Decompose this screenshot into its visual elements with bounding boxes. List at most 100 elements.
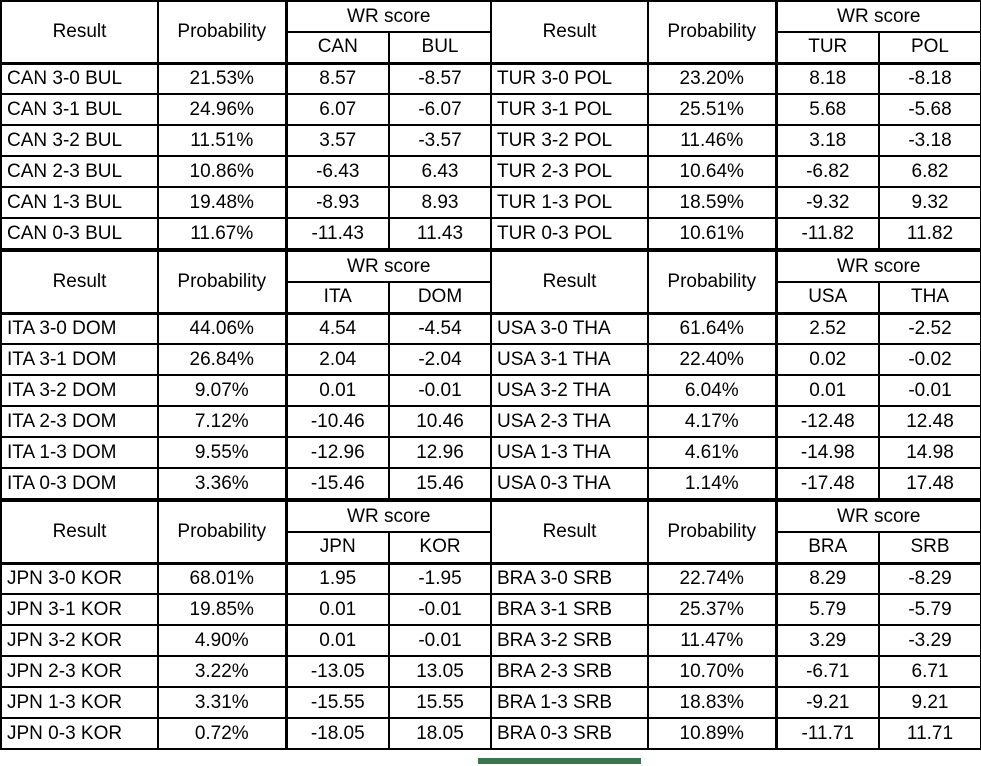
result-cell[interactable]: CAN 3-2 BUL <box>0 124 159 157</box>
wr-score-cell[interactable]: 2.04 <box>284 343 390 376</box>
wr-score-cell[interactable]: 5.79 <box>774 593 880 626</box>
wr-score-cell[interactable]: -10.46 <box>284 405 390 438</box>
probability-cell[interactable]: 11.51% <box>157 124 287 157</box>
result-cell[interactable]: JPN 3-0 KOR <box>0 561 159 595</box>
wr-score-cell[interactable]: -3.29 <box>878 624 981 657</box>
wr-score-cell[interactable]: 2.52 <box>774 311 880 345</box>
wr-score-cell[interactable]: 18.05 <box>388 717 492 750</box>
probability-cell[interactable]: 25.37% <box>647 593 777 626</box>
wr-score-header[interactable]: WR score <box>774 500 981 533</box>
probability-header[interactable]: Probability <box>157 250 287 314</box>
probability-cell[interactable]: 3.36% <box>157 467 287 500</box>
result-header[interactable]: Result <box>0 500 159 564</box>
probability-cell[interactable]: 10.89% <box>647 717 777 750</box>
wr-score-cell[interactable]: 8.93 <box>388 186 492 219</box>
result-cell[interactable]: CAN 2-3 BUL <box>0 155 159 188</box>
probability-cell[interactable]: 11.67% <box>157 217 287 250</box>
wr-score-cell[interactable]: -0.02 <box>878 343 981 376</box>
probability-cell[interactable]: 61.64% <box>647 311 777 345</box>
probability-cell[interactable]: 3.22% <box>157 655 287 688</box>
result-cell[interactable]: JPN 2-3 KOR <box>0 655 159 688</box>
wr-score-cell[interactable]: 9.32 <box>878 186 981 219</box>
wr-score-cell[interactable]: -3.57 <box>388 124 492 157</box>
probability-cell[interactable]: 44.06% <box>157 311 287 345</box>
wr-score-cell[interactable]: -0.01 <box>878 374 981 407</box>
probability-cell[interactable]: 4.61% <box>647 436 777 469</box>
result-cell[interactable]: ITA 1-3 DOM <box>0 436 159 469</box>
wr-score-cell[interactable]: 1.95 <box>284 561 390 595</box>
result-cell[interactable]: BRA 1-3 SRB <box>490 686 649 719</box>
wr-score-cell[interactable]: -15.46 <box>284 467 390 500</box>
wr-score-header[interactable]: WR score <box>284 0 492 33</box>
wr-score-cell[interactable]: -8.93 <box>284 186 390 219</box>
result-cell[interactable]: ITA 3-0 DOM <box>0 311 159 345</box>
wr-score-cell[interactable]: -5.68 <box>878 93 981 126</box>
result-cell[interactable]: CAN 0-3 BUL <box>0 217 159 250</box>
result-cell[interactable]: ITA 2-3 DOM <box>0 405 159 438</box>
wr-score-cell[interactable]: -6.43 <box>284 155 390 188</box>
wr-score-cell[interactable]: 15.46 <box>388 467 492 500</box>
wr-score-cell[interactable]: 11.43 <box>388 217 492 250</box>
result-cell[interactable]: USA 3-0 THA <box>490 311 649 345</box>
probability-cell[interactable]: 0.72% <box>157 717 287 750</box>
result-cell[interactable]: JPN 0-3 KOR <box>0 717 159 750</box>
result-cell[interactable]: JPN 3-1 KOR <box>0 593 159 626</box>
wr-score-cell[interactable]: 3.18 <box>774 124 880 157</box>
wr-score-cell[interactable]: -17.48 <box>774 467 880 500</box>
wr-score-cell[interactable]: 11.82 <box>878 217 981 250</box>
wr-score-cell[interactable]: -11.71 <box>774 717 880 750</box>
wr-score-cell[interactable]: -1.95 <box>388 561 492 595</box>
wr-score-cell[interactable]: -9.32 <box>774 186 880 219</box>
result-cell[interactable]: TUR 2-3 POL <box>490 155 649 188</box>
wr-score-header[interactable]: WR score <box>774 0 981 33</box>
wr-score-cell[interactable]: 4.54 <box>284 311 390 345</box>
result-cell[interactable]: JPN 3-2 KOR <box>0 624 159 657</box>
probability-cell[interactable]: 25.51% <box>647 93 777 126</box>
wr-score-cell[interactable]: -2.52 <box>878 311 981 345</box>
wr-score-cell[interactable]: 8.29 <box>774 561 880 595</box>
probability-cell[interactable]: 7.12% <box>157 405 287 438</box>
wr-score-cell[interactable]: -8.57 <box>388 61 492 95</box>
probability-header[interactable]: Probability <box>647 500 777 564</box>
result-cell[interactable]: JPN 1-3 KOR <box>0 686 159 719</box>
wr-score-cell[interactable]: -18.05 <box>284 717 390 750</box>
probability-cell[interactable]: 11.47% <box>647 624 777 657</box>
team-header[interactable]: KOR <box>388 531 492 564</box>
wr-score-cell[interactable]: -0.01 <box>388 593 492 626</box>
wr-score-cell[interactable]: 8.57 <box>284 61 390 95</box>
team-header[interactable]: BUL <box>388 31 492 64</box>
wr-score-cell[interactable]: -12.48 <box>774 405 880 438</box>
probability-cell[interactable]: 9.55% <box>157 436 287 469</box>
result-cell[interactable]: TUR 0-3 POL <box>490 217 649 250</box>
result-cell[interactable]: ITA 3-2 DOM <box>0 374 159 407</box>
probability-cell[interactable]: 1.14% <box>647 467 777 500</box>
wr-score-cell[interactable]: -8.18 <box>878 61 981 95</box>
team-header[interactable]: POL <box>878 31 981 64</box>
wr-score-cell[interactable]: 5.68 <box>774 93 880 126</box>
probability-cell[interactable]: 26.84% <box>157 343 287 376</box>
result-cell[interactable]: BRA 2-3 SRB <box>490 655 649 688</box>
wr-score-cell[interactable]: -14.98 <box>774 436 880 469</box>
probability-cell[interactable]: 68.01% <box>157 561 287 595</box>
result-header[interactable]: Result <box>490 500 649 564</box>
wr-score-cell[interactable]: -8.29 <box>878 561 981 595</box>
probability-cell[interactable]: 24.96% <box>157 93 287 126</box>
team-header[interactable]: SRB <box>878 531 981 564</box>
wr-score-cell[interactable]: 0.01 <box>284 374 390 407</box>
wr-score-cell[interactable]: 12.48 <box>878 405 981 438</box>
probability-cell[interactable]: 18.59% <box>647 186 777 219</box>
wr-score-cell[interactable]: 0.01 <box>284 624 390 657</box>
result-cell[interactable]: TUR 3-2 POL <box>490 124 649 157</box>
wr-score-cell[interactable]: -6.07 <box>388 93 492 126</box>
result-header[interactable]: Result <box>0 0 159 64</box>
wr-score-cell[interactable]: 11.71 <box>878 717 981 750</box>
result-cell[interactable]: BRA 0-3 SRB <box>490 717 649 750</box>
probability-cell[interactable]: 11.46% <box>647 124 777 157</box>
wr-score-cell[interactable]: -4.54 <box>388 311 492 345</box>
probability-cell[interactable]: 23.20% <box>647 61 777 95</box>
wr-score-cell[interactable]: 0.01 <box>284 593 390 626</box>
probability-cell[interactable]: 9.07% <box>157 374 287 407</box>
wr-score-cell[interactable]: -3.18 <box>878 124 981 157</box>
probability-cell[interactable]: 21.53% <box>157 61 287 95</box>
result-header[interactable]: Result <box>490 0 649 64</box>
